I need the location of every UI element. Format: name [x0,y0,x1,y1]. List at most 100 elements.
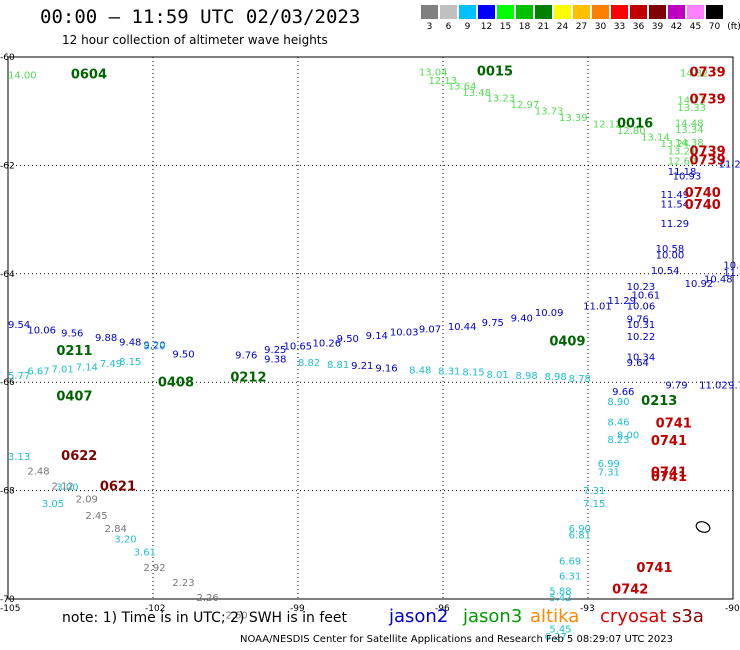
wave-height-label: 9.64 [627,358,649,369]
wave-height-label: 14.73 [677,96,706,107]
wave-height-label: 14.32 [680,69,709,80]
wave-height-label: 9.14 [366,331,388,342]
wave-height-label: 5.77 [8,371,30,382]
lon-tick-label: -93 [580,604,595,614]
lat-tick-label: -64 [0,270,15,280]
wave-height-label: 9.16 [375,363,397,374]
wave-height-label: 10.34 [627,353,656,364]
wave-height-label: 7.31 [583,486,605,497]
wave-height-label: 8.90 [607,397,629,408]
wave-height-label: 10.92 [685,279,714,290]
pass-time-label: 0742 [612,583,648,598]
map-border [7,56,734,600]
wave-height-label: 10.06 [27,325,56,336]
lon-tick-label: -90 [725,604,740,614]
legend-label-27: 27 [575,22,588,32]
pass-time-label: 0016 [617,116,653,131]
wave-height-label: 7.15 [583,499,605,510]
wave-height-label: 11.54 [661,200,690,211]
lat-tick-label: -68 [0,487,15,497]
legend-label-21: 21 [537,22,550,32]
lon-tick-label: -102 [145,604,165,614]
wave-height-label: 9.88 [95,333,117,344]
legend-label-24: 24 [556,22,569,32]
wave-height-label: 9.79 [665,381,687,392]
lat-tick-label-top: -60 [0,53,15,63]
wave-height-label: 13.14 [641,132,670,143]
wave-height-label: 9.76 [627,315,649,326]
wave-height-label: 11.29 [719,160,740,171]
wave-height-label: 13.24 [661,139,690,150]
wave-height-label: 13.73 [535,106,564,117]
wave-height-label: 14.38 [675,138,704,149]
wave-height-label: 3.20 [114,535,136,546]
legend-swatch-39 [649,5,666,19]
legend-unit: (ft) [727,22,740,32]
wave-height-label: 9.56 [61,329,83,340]
satellite-s3a: s3a [672,606,704,627]
map-note: note: 1) Time is in UTC; 2) SWH is in fe… [62,610,348,626]
wave-height-label: 9.21 [351,361,373,372]
legend-label-70: 70 [708,22,721,32]
wave-height-label: 7.14 [76,362,98,373]
wave-height-label: 11.18 [668,167,697,178]
wave-height-label: 11.49 [661,190,690,201]
pass-time-label: 0213 [641,394,677,409]
wave-height-label: 8.48 [409,366,431,377]
wave-height-label: 9.50 [337,334,359,345]
wave-height-label: 2.84 [105,524,127,535]
wave-height-label: 10.61 [632,291,661,302]
wave-height-label: 3.05 [42,499,64,510]
pass-time-label: 0741 [636,561,672,576]
satellite-cryosat: cryosat [600,606,667,627]
wave-height-label: 12.12 [593,119,622,130]
pass-time-label: 0621 [100,480,136,495]
pass-time-label: 0211 [56,344,92,359]
wave-height-label: 13.39 [559,113,588,124]
wave-height-label: 2.45 [85,511,107,522]
wave-height-label: 13.33 [677,103,706,114]
wave-height-label: 9.66 [612,387,634,398]
wave-height-label: 12.97 [511,100,540,111]
legend-swatch-9 [459,5,476,19]
wave-height-label: 13.64 [448,82,477,93]
wave-height-label: 9.25 [264,345,286,356]
wave-height-label: 8.46 [607,418,629,429]
pass-time-label: 0741 [656,417,692,432]
legend-swatch-42 [668,5,685,19]
wave-height-label: 6.81 [569,530,591,541]
wave-height-label: 8.98 [545,372,567,383]
wave-height-label: 3.61 [134,548,156,559]
wave-height-label: 8.78 [569,374,591,385]
wave-height-label: 6.90 [569,524,591,535]
wave-height-label: 10.93 [673,171,702,182]
wave-height-label: 10.58 [656,244,685,255]
wave-height-label: 8.98 [516,371,538,382]
wave-height-label: 11.29 [661,219,690,230]
wave-height-label: 12.13 [429,76,458,87]
wave-height-label: 3.00 [56,483,78,494]
lon-tick-label-left: -105 [0,604,20,614]
wave-height-label: 9.38 [264,355,286,366]
wave-height-label: 5.42 [549,593,571,604]
wave-height-label: 2.48 [27,466,49,477]
wave-height-label: 8.00 [617,431,639,442]
legend-label-3: 3 [426,22,433,32]
pass-time-label: 0212 [230,371,266,386]
legend-label-15: 15 [499,22,512,32]
wave-height-label: 2.23 [172,578,194,589]
wave-height-label: 3.13 [8,452,30,463]
legend-label-33: 33 [613,22,626,32]
wave-height-label: 12.62 [668,156,697,167]
legend-label-36: 36 [632,22,645,32]
legend-swatch-70 [706,5,723,19]
lat-tick-label: -66 [0,378,15,388]
wave-height-label: 2.92 [143,563,165,574]
wave-height-label: 10.03 [390,328,419,339]
wave-height-label: 8.01 [487,370,509,381]
wave-height-label: 8.23 [607,435,629,446]
island-outline [695,521,711,533]
altimeter-labels: 14.00 13.0412.1313.6413.4813.2312.9713.73… [8,64,740,643]
wave-height-label: 2.60 [226,611,248,622]
